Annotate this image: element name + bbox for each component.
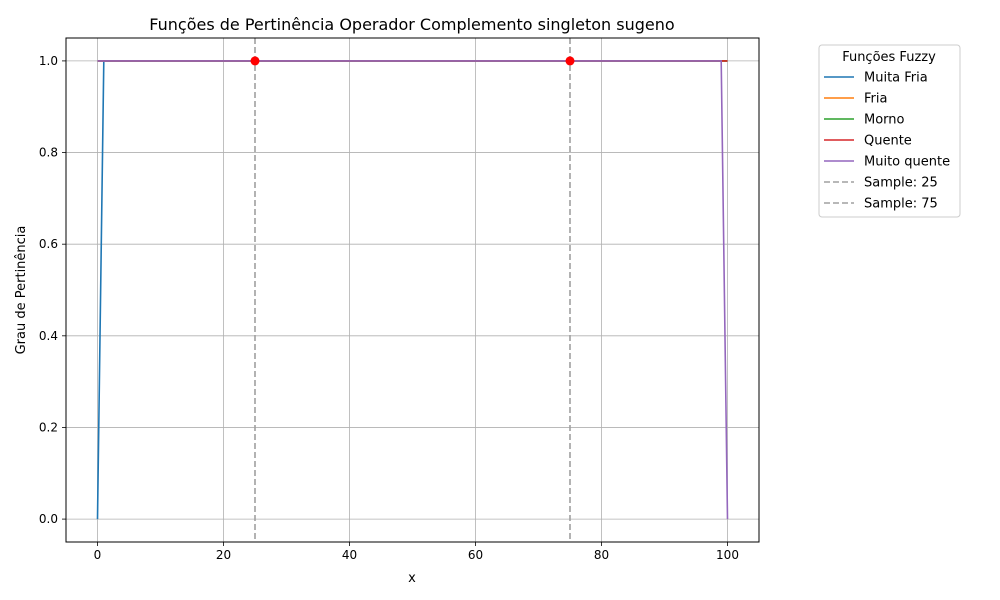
x-tick-label: 80 — [594, 548, 609, 562]
legend-label: Muito quente — [864, 155, 950, 170]
sample-point — [565, 56, 575, 66]
legend-label: Morno — [864, 113, 905, 128]
y-tick-label: 0.6 — [39, 237, 58, 251]
axes-frame — [65, 37, 760, 543]
legend-label: Sample: 25 — [864, 176, 938, 191]
legend-label: Fria — [864, 92, 887, 107]
legend-box — [818, 44, 961, 218]
legend-title: Funções Fuzzy — [842, 50, 936, 65]
y-tick-label: 0.2 — [39, 420, 58, 434]
x-axis-label: x — [408, 571, 416, 586]
x-tick-label: 20 — [216, 548, 231, 562]
x-tick-label: 40 — [342, 548, 357, 562]
grid — [66, 38, 759, 542]
plot-area — [96, 38, 729, 542]
x-tick-label: 100 — [716, 548, 739, 562]
y-tick-label: 0.4 — [39, 329, 58, 343]
sample-point — [250, 56, 260, 66]
legend-label: Quente — [864, 134, 912, 149]
x-tick-label: 0 — [94, 548, 102, 562]
legend-label: Muita Fria — [864, 71, 928, 86]
legend: Funções Fuzzy Muita Fria Fria Morno Quente M… — [818, 44, 961, 218]
chart-title: Funções de Pertinência Operador Compleme… — [149, 15, 674, 34]
legend-label: Sample: 75 — [864, 197, 938, 212]
y-tick-label: 1.0 — [39, 54, 58, 68]
y-tick-label: 0.0 — [39, 512, 58, 526]
y-axis-label: Grau de Pertinência — [14, 226, 29, 355]
series-line-muita-fria — [96, 60, 728, 520]
series-line-muito-quente — [97, 60, 729, 520]
x-tick-label: 60 — [468, 548, 483, 562]
y-tick-label: 0.8 — [39, 146, 58, 160]
ticks: 0 20 40 60 80 100 0.0 0.2 0.4 0.6 0.8 1.0 — [39, 54, 739, 562]
